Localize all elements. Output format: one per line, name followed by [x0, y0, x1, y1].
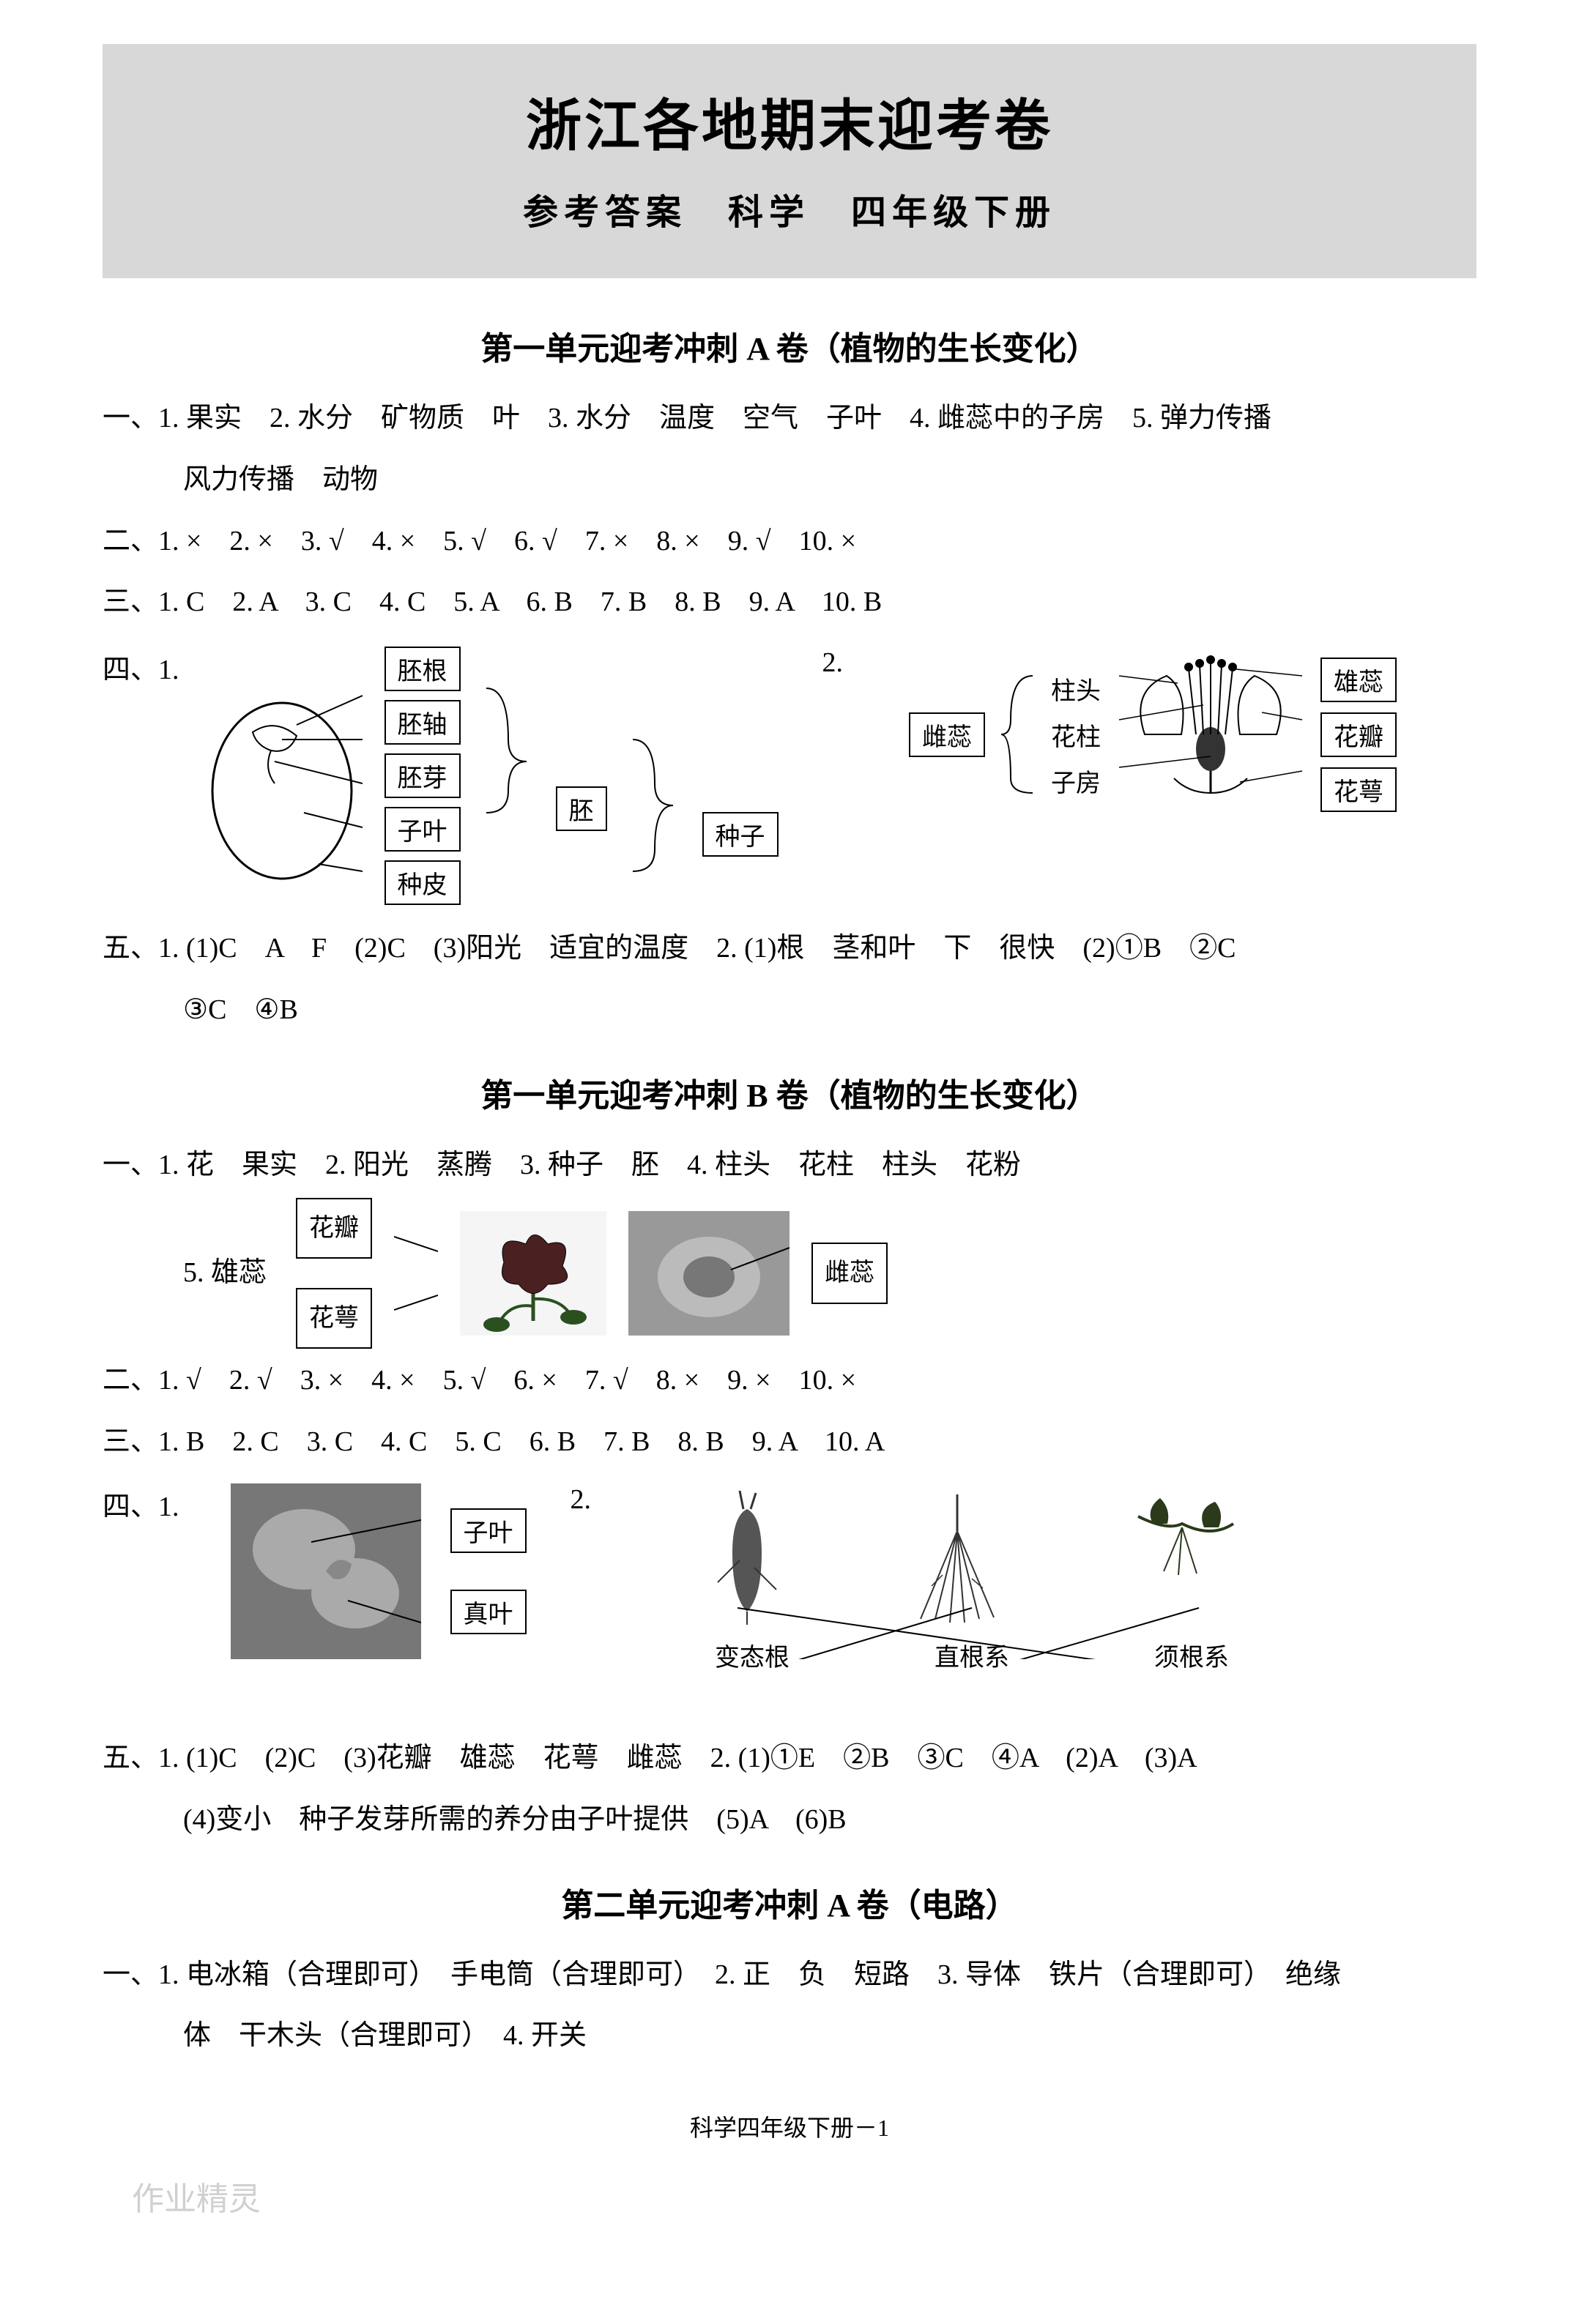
u1b-q1-5-row: 5. 雄蕊 花瓣 花萼 — [103, 1198, 1476, 1349]
u2a-q1-line2: 体 干木头（合理即可） 4. 开关 — [103, 2007, 1476, 2066]
photo-label-3: 雌蕊 — [811, 1243, 888, 1303]
flower-left-1: 柱头 — [1051, 671, 1101, 707]
unit1a-title: 第一单元迎考冲刺 A 卷（植物的生长变化） — [103, 322, 1476, 369]
u2a-q1-line1: 一、1. 电冰箱（合理即可） 手电筒（合理即可） 2. 正 负 短路 3. 导体… — [103, 1946, 1476, 2005]
u1b-q3: 三、1. B 2. C 3. C 4. C 5. C 6. B 7. B 8. … — [103, 1413, 1476, 1472]
photo-left-labels: 花瓣 花萼 — [296, 1198, 372, 1349]
bracket-2-icon — [629, 666, 680, 886]
leaf-diagram: 子叶 真叶 — [231, 1483, 527, 1659]
page-container: 浙江各地期末迎考卷 参考答案 科学 四年级下册 第一单元迎考冲刺 A 卷（植物的… — [0, 0, 1579, 2278]
flower-left-3: 子房 — [1051, 763, 1101, 799]
seed-group-1: 胚 — [556, 786, 607, 831]
seed-label-4: 子叶 — [384, 807, 461, 852]
u1b-q1-5-prefix: 5. 雄蕊 — [103, 1244, 267, 1303]
header-banner: 浙江各地期末迎考卷 参考答案 科学 四年级下册 — [103, 44, 1476, 278]
flower-right-labels: 雄蕊 花瓣 花萼 — [1320, 658, 1397, 812]
main-title: 浙江各地期末迎考卷 — [132, 81, 1447, 161]
u1a-q2: 二、1. × 2. × 3. √ 4. × 5. √ 6. √ 7. × 8. … — [103, 513, 1476, 571]
flower-right-2: 花瓣 — [1320, 712, 1397, 757]
u1a-q5-line2: ③C ④B — [103, 981, 1476, 1040]
photo-label-1: 花瓣 — [296, 1198, 372, 1259]
u1a-q1-line1: 一、1. 果实 2. 水分 矿物质 叶 3. 水分 温度 空气 子叶 4. 雌蕊… — [103, 390, 1476, 448]
flower-photo-1-icon — [460, 1211, 606, 1336]
seed-label-2: 胚轴 — [384, 700, 461, 745]
u1a-q4-prefix: 四、1. — [103, 647, 179, 687]
leaf-label-2: 真叶 — [450, 1590, 527, 1634]
page-footer: 科学四年级下册－1 — [103, 2109, 1476, 2143]
u1b-q5-line2: (4)变小 种子发芽所需的养分由子叶提供 (5)A (6)B — [103, 1791, 1476, 1850]
unit1b-title: 第一单元迎考冲刺 B 卷（植物的生长变化） — [103, 1069, 1476, 1116]
flower-right-3: 花萼 — [1320, 767, 1397, 812]
flower-photo-2-icon — [628, 1211, 790, 1336]
watermark: 作业精灵 — [103, 2172, 1476, 2219]
unit2a-title: 第二单元迎考冲刺 A 卷（电路） — [103, 1879, 1476, 1926]
seed-label-col: 胚根 胚轴 胚芽 子叶 种皮 — [384, 647, 461, 905]
flower-left-outer: 雌蕊 — [909, 712, 985, 757]
seed-group-2: 种子 — [702, 812, 779, 857]
u1b-q2: 二、1. √ 2. √ 3. × 4. × 5. √ 6. × 7. √ 8. … — [103, 1352, 1476, 1410]
seed-svg-icon — [201, 666, 363, 886]
u1b-q4-prefix: 四、1. — [103, 1483, 179, 1524]
u1a-q4-row: 四、1. 胚根 胚轴 胚芽 子叶 种皮 — [103, 647, 1476, 905]
photo-lines-left-icon — [394, 1215, 438, 1332]
leaf-labels: 子叶 真叶 — [450, 1508, 527, 1634]
bracket-left-icon — [1000, 661, 1036, 808]
u1b-q4-row: 四、1. 子叶 真叶 2. — [103, 1483, 1476, 1718]
flower-photo-row: 花瓣 花萼 雌蕊 — [296, 1198, 888, 1349]
flower-svg-icon — [1115, 647, 1306, 822]
sub-title: 参考答案 科学 四年级下册 — [132, 183, 1447, 234]
seed-label-1: 胚根 — [384, 647, 461, 691]
seed-label-5: 种皮 — [384, 860, 461, 905]
u1a-q3: 三、1. C 2. A 3. C 4. C 5. A 6. B 7. B 8. … — [103, 573, 1476, 632]
cross-lines-icon — [642, 1601, 1301, 1659]
u1a-q5-line1: 五、1. (1)C A F (2)C (3)阳光 适宜的温度 2. (1)根 茎… — [103, 920, 1476, 978]
leaf-label-1: 子叶 — [450, 1508, 527, 1553]
flower-left-2: 花柱 — [1051, 717, 1101, 753]
root-diagram: 变态根 直根系 须根系 — [642, 1483, 1301, 1718]
flower-left-labels: 柱头 花柱 子房 — [1051, 671, 1101, 799]
photo-label-2: 花萼 — [296, 1288, 372, 1349]
seed-group-col: 胚 — [556, 720, 607, 831]
u1b-q1-line1: 一、1. 花 果实 2. 阳光 蒸腾 3. 种子 胚 4. 柱头 花柱 柱头 花… — [103, 1136, 1476, 1195]
u1a-q1-line2: 风力传播 动物 — [103, 451, 1476, 510]
u1b-q5-line1: 五、1. (1)C (2)C (3)花瓣 雄蕊 花萼 雌蕊 2. (1)①E ②… — [103, 1729, 1476, 1788]
bracket-1-icon — [483, 666, 534, 886]
u1a-q4-2-prefix: 2. — [822, 647, 844, 679]
seed-label-3: 胚芽 — [384, 753, 461, 798]
flower-right-1: 雄蕊 — [1320, 658, 1397, 702]
u1b-q4-2-prefix: 2. — [571, 1483, 592, 1516]
leaf-photo-icon — [231, 1483, 421, 1659]
flower-diagram: 雌蕊 柱头 花柱 子房 — [909, 647, 1397, 822]
seed-diagram: 胚根 胚轴 胚芽 子叶 种皮 胚 种子 — [201, 647, 779, 905]
